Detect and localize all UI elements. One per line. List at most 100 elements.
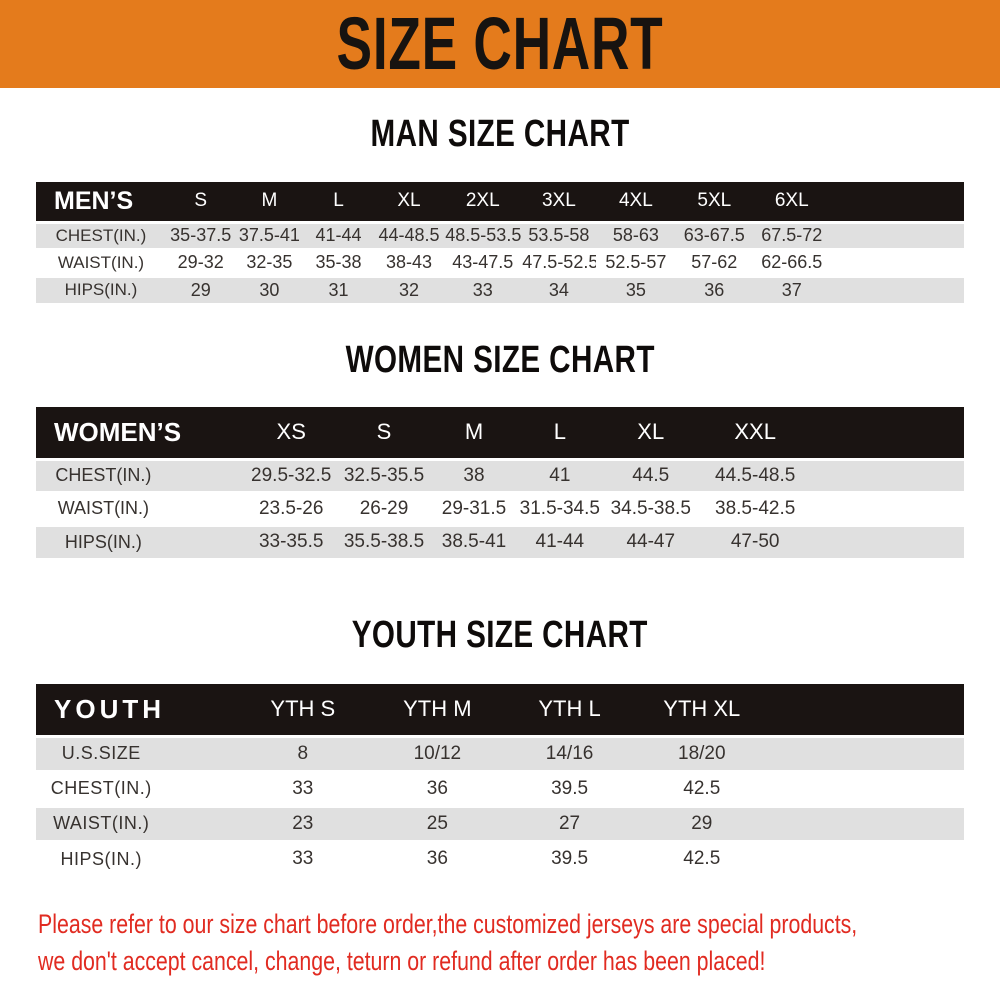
size-value-cell: 35 — [596, 274, 676, 303]
size-column-header: S — [337, 407, 431, 459]
table-row: U.S.SIZE 8 10/12 14/16 18/20 — [36, 734, 964, 771]
size-value-cell: 58-63 — [596, 220, 676, 249]
table-header-row: WOMEN’S XS S M L XL XXL — [36, 407, 964, 459]
size-value-cell: 33 — [444, 274, 522, 303]
man-section-heading: MAN SIZE CHART — [0, 112, 1000, 164]
size-value-cell: 29 — [165, 274, 236, 303]
table-row: WAIST(IN.) 29-32 32-35 35-38 38-43 43-47.5 47.… — [36, 247, 964, 276]
youth-section-heading-text: YOUTH SIZE CHART — [351, 614, 649, 656]
size-column-header: XS — [244, 407, 338, 459]
size-column-header: YTH XL — [634, 684, 770, 736]
size-column-header: 5XL — [675, 182, 754, 222]
mens-size-table: MEN’S S M L XL 2XL 3XL 4XL 5XL 6XL CHEST(IN.) 35-37… — [36, 182, 964, 303]
table-row: CHEST(IN.) 35-37.5 37.5-41 41-44 44-48.5 48.5… — [36, 220, 964, 249]
table-category-header: WOMEN’S — [36, 407, 245, 459]
size-column-header: M — [430, 407, 518, 459]
size-value-cell: 32.5-35.5 — [337, 457, 431, 492]
spacer-cell — [769, 769, 964, 806]
note-line-1: Please refer to our size chart before or… — [38, 909, 858, 939]
size-value-cell: 35-37.5 — [165, 220, 236, 249]
size-value-cell: 52.5-57 — [596, 247, 676, 276]
spacer-cell — [769, 684, 964, 736]
spacer-cell — [830, 220, 964, 249]
note-line-2: we don't accept cancel, change, teturn o… — [38, 946, 766, 976]
size-value-cell: 44.5 — [602, 457, 700, 492]
size-column-header: 2XL — [444, 182, 522, 222]
size-value-cell: 34.5-38.5 — [602, 490, 700, 525]
size-value-cell: 37 — [753, 274, 831, 303]
size-value-cell: 31.5-34.5 — [517, 490, 603, 525]
man-section-heading-text: MAN SIZE CHART — [370, 113, 630, 155]
size-column-header: YTH L — [504, 684, 635, 736]
size-value-cell: 63-67.5 — [675, 220, 754, 249]
measurement-row-label: HIPS(IN.) — [36, 274, 166, 303]
spacer-cell — [810, 523, 964, 558]
women-section-heading: WOMEN SIZE CHART — [0, 337, 1000, 391]
table-row: WAIST(IN.) 23.5-26 26-29 29-31.5 31.5-34.5 34… — [36, 490, 964, 525]
spacer-cell — [769, 839, 964, 876]
spacer-cell — [830, 247, 964, 276]
size-value-cell: 35.5-38.5 — [337, 523, 431, 558]
table-row: CHEST(IN.) 33 36 39.5 42.5 — [36, 769, 964, 806]
table-row: HIPS(IN.) 33-35.5 35.5-38.5 38.5-41 41-44 44-… — [36, 523, 964, 558]
size-value-cell: 29-31.5 — [430, 490, 518, 525]
size-value-cell: 36 — [370, 839, 505, 876]
size-value-cell: 42.5 — [634, 839, 770, 876]
size-value-cell: 25 — [370, 804, 505, 841]
size-value-cell: 29 — [634, 804, 770, 841]
measurement-row-label: HIPS(IN.) — [36, 839, 236, 876]
size-value-cell: 44-47 — [602, 523, 700, 558]
size-value-cell: 38-43 — [373, 247, 445, 276]
size-column-header: XL — [602, 407, 700, 459]
size-column-header: 6XL — [753, 182, 831, 222]
size-column-header: 4XL — [596, 182, 676, 222]
women-section-heading-text: WOMEN SIZE CHART — [345, 339, 655, 381]
size-value-cell: 33 — [235, 769, 371, 806]
size-value-cell: 57-62 — [675, 247, 754, 276]
table-header-row: MEN’S S M L XL 2XL 3XL 4XL 5XL 6XL — [36, 182, 964, 222]
table-row: HIPS(IN.) 33 36 39.5 42.5 — [36, 839, 964, 876]
youth-size-table: YOUTH YTH S YTH M YTH L YTH XL U.S.SIZE 8 10/12… — [36, 684, 964, 876]
table-row: CHEST(IN.) 29.5-32.5 32.5-35.5 38 41 44.5 44.5… — [36, 457, 964, 492]
size-value-cell: 41 — [517, 457, 603, 492]
size-value-cell: 27 — [504, 804, 635, 841]
size-value-cell: 33-35.5 — [244, 523, 338, 558]
measurement-row-label: CHEST(IN.) — [36, 220, 166, 249]
size-column-header: YTH M — [370, 684, 505, 736]
size-value-cell: 43-47.5 — [444, 247, 522, 276]
measurement-row-label: CHEST(IN.) — [36, 457, 245, 492]
banner: SIZE CHART — [0, 0, 1000, 88]
size-column-header: L — [303, 182, 374, 222]
size-column-header: S — [165, 182, 236, 222]
size-value-cell: 36 — [370, 769, 505, 806]
size-column-header: M — [235, 182, 304, 222]
size-value-cell: 29.5-32.5 — [244, 457, 338, 492]
size-column-header: YTH S — [235, 684, 371, 736]
spacer-cell — [810, 457, 964, 492]
measurement-row-label: WAIST(IN.) — [36, 490, 245, 525]
size-value-cell: 8 — [235, 734, 371, 771]
size-value-cell: 44-48.5 — [373, 220, 445, 249]
size-value-cell: 18/20 — [634, 734, 770, 771]
size-value-cell: 39.5 — [504, 839, 635, 876]
size-column-header: XXL — [699, 407, 811, 459]
size-value-cell: 36 — [675, 274, 754, 303]
size-column-header: 3XL — [521, 182, 597, 222]
size-value-cell: 31 — [303, 274, 374, 303]
size-value-cell: 37.5-41 — [235, 220, 304, 249]
measurement-row-label: WAIST(IN.) — [36, 247, 166, 276]
size-value-cell: 62-66.5 — [753, 247, 831, 276]
size-value-cell: 48.5-53.5 — [444, 220, 522, 249]
size-value-cell: 41-44 — [517, 523, 603, 558]
measurement-row-label: HIPS(IN.) — [36, 523, 245, 558]
size-value-cell: 35-38 — [303, 247, 374, 276]
measurement-row-label: CHEST(IN.) — [36, 769, 236, 806]
measurement-row-label: U.S.SIZE — [36, 734, 236, 771]
size-column-header: XL — [373, 182, 445, 222]
size-value-cell: 23.5-26 — [244, 490, 338, 525]
size-value-cell: 33 — [235, 839, 371, 876]
youth-section-heading: YOUTH SIZE CHART — [0, 612, 1000, 666]
size-value-cell: 39.5 — [504, 769, 635, 806]
size-value-cell: 47-50 — [699, 523, 811, 558]
